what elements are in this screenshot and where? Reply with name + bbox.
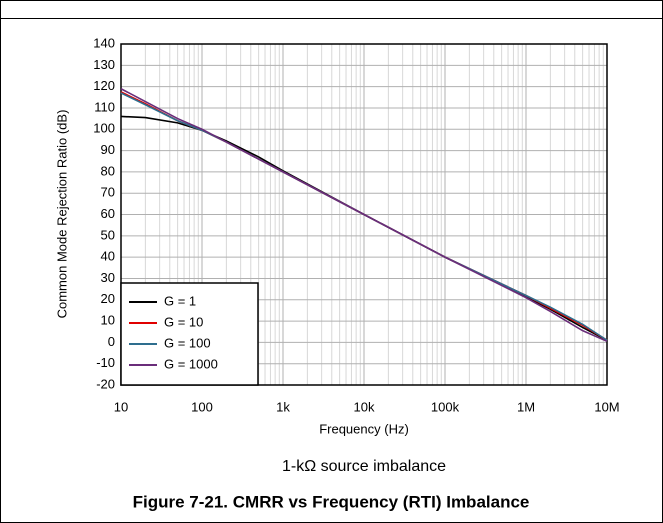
y-tick-label: 20 [101, 291, 115, 306]
x-axis-label: Frequency (Hz) [319, 421, 409, 436]
y-tick-label: 10 [101, 313, 115, 328]
x-tick-label: 100 [191, 399, 213, 414]
plot-border [120, 43, 608, 386]
y-tick-label: 140 [93, 35, 115, 50]
series-line [120, 88, 608, 343]
y-tick-label: 80 [101, 163, 115, 178]
legend-label: G = 10 [164, 314, 203, 329]
y-tick-label: -10 [96, 355, 115, 370]
y-tick-label: 70 [101, 185, 115, 200]
caption: 1-kΩ source imbalance [282, 458, 446, 475]
x-tick-label: 10k [354, 399, 375, 414]
figure-title: Figure 7-21. CMRR vs Frequency (RTI) Imb… [133, 492, 530, 511]
y-tick-label: 90 [101, 142, 115, 157]
y-tick-label: 100 [93, 121, 115, 136]
y-tick-label: 120 [93, 78, 115, 93]
y-tick-label: 130 [93, 57, 115, 72]
y-tick-label: 0 [108, 334, 115, 349]
y-tick-label: -20 [96, 376, 115, 391]
y-tick-label: 30 [101, 270, 115, 285]
legend-label: G = 1 [164, 293, 196, 308]
x-tick-label: 1M [517, 399, 535, 414]
y-tick-label: 40 [101, 249, 115, 264]
y-axis-label: Common Mode Rejection Ratio (dB) [54, 110, 69, 319]
y-tick-label: 110 [94, 99, 115, 114]
legend-label: G = 100 [164, 335, 211, 350]
y-tick-label: 50 [101, 227, 115, 242]
x-tick-label: 1k [276, 399, 290, 414]
y-tick-label: 60 [101, 206, 115, 221]
legend-box [120, 282, 259, 386]
x-tick-label: 10M [594, 399, 619, 414]
series-line [120, 115, 608, 341]
legend-label: G = 1000 [164, 356, 218, 371]
x-tick-label: 100k [431, 399, 460, 414]
x-tick-label: 10 [114, 399, 128, 414]
